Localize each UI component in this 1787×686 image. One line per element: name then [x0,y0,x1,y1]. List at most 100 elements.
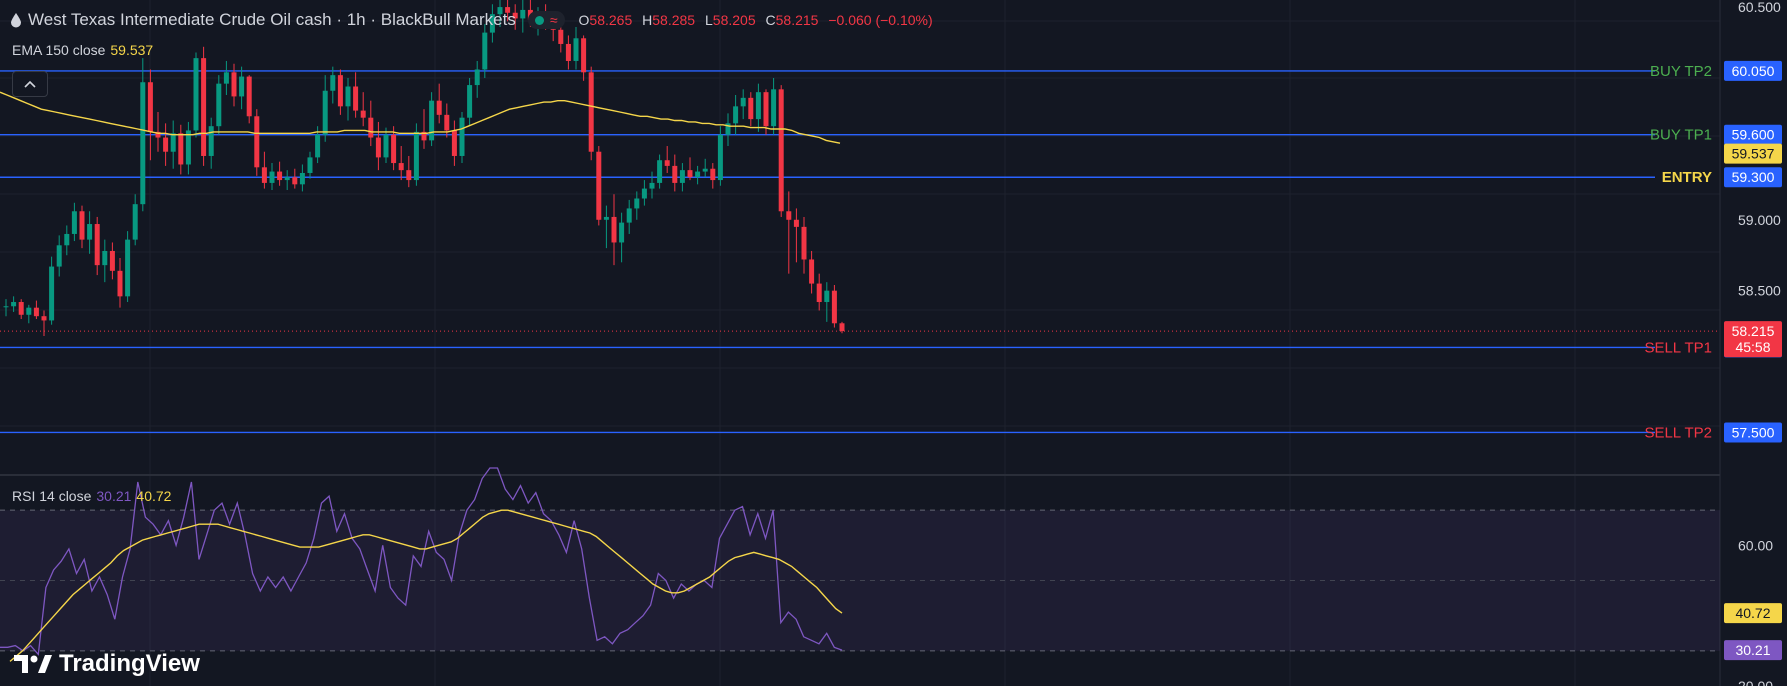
candle-body [695,171,701,178]
candle [603,205,609,249]
candle-body [641,188,647,199]
candle-body [368,117,374,138]
candle-body [679,170,685,183]
candle-body [710,168,716,181]
candle-body [322,90,328,135]
rsi-ma-badge: 40.72 [1724,603,1782,624]
ema-price-badge-bg [1724,143,1782,164]
candle-body [254,116,260,168]
candle-body [687,170,693,178]
symbol-title[interactable]: West Texas Intermediate Crude Oil cash ·… [28,10,516,29]
candle [163,123,169,166]
rsi-ma-line [9,509,843,662]
chevron-up-icon [24,80,36,88]
candle [429,92,435,147]
level-price-badge-text: 60.050 [1732,63,1775,79]
candle-body [839,323,845,332]
candle-body [330,75,336,91]
level-price-badge-bg [1724,167,1782,188]
candle-body [634,198,640,209]
candle-body [831,290,837,324]
candle [246,75,252,124]
candle [360,92,366,127]
tradingview-logo[interactable]: TradingView [14,650,200,678]
candle-body [109,250,115,271]
candle-body [436,100,442,115]
candle [421,109,427,149]
level-label: SELL TP1 [1644,339,1712,356]
candle [87,211,93,254]
candle-body [337,75,343,107]
candle-body [657,160,663,183]
candle [482,24,488,78]
candle [717,126,723,186]
candle [839,321,845,334]
candle-body [809,259,815,284]
oil-drop-icon [11,13,21,28]
candle [193,52,199,138]
candle-body [125,239,131,297]
candle-body [178,133,184,165]
candle [102,239,108,283]
price-tick-label: 60.500 [1738,0,1781,15]
candle [375,121,381,171]
candle [763,89,769,135]
candle [786,191,792,274]
candle [3,299,9,317]
rsi-legend-label: RSI 14 close [12,488,92,504]
candle-body [117,270,123,297]
candle-body [451,130,457,156]
candle [824,282,830,322]
candle-body [565,43,571,61]
candle [641,180,647,206]
candle [816,273,822,311]
level-price-badge-bg [1724,60,1782,81]
rsi-badge-bg [1724,640,1782,661]
candle [771,77,777,135]
candle-body [41,316,47,321]
candle-body [216,83,222,127]
ohlc-readout: O58.265 H58.285 L58.205 C58.215 −0.060 (… [578,12,933,28]
candle [801,216,807,274]
candle-body [79,211,85,240]
candle [254,109,260,176]
market-status-badge[interactable]: ≈ [527,11,565,29]
candle-body [801,226,807,260]
candle-body [406,170,412,181]
candle-body [375,137,381,158]
candle-body [512,12,518,19]
candle [710,163,716,189]
rsi-legend[interactable]: RSI 14 close 30.21 40.72 [12,488,171,504]
candle [11,296,17,312]
candle [307,151,313,179]
candle-body [292,177,298,185]
price-axis[interactable]: 60.500 59.000 58.500 60.00 20.00 [1738,0,1781,686]
candle [588,66,594,161]
candle [239,66,245,110]
candlestick-series[interactable] [3,0,845,337]
candle-body [581,38,587,73]
candle-body [725,123,731,135]
ema-150-line [0,91,841,144]
candle-body [3,306,9,308]
level-price-badge-bg [1724,124,1782,145]
collapse-legend-button[interactable] [12,71,48,97]
level-price-badge-text: 59.300 [1732,169,1775,185]
level-price-badge: 59.600 [1724,124,1782,145]
candle [512,4,518,30]
candle-body [733,106,739,124]
ohlc-high: 58.285 [652,12,696,28]
candle [94,216,100,276]
candle [277,161,283,186]
ema-legend[interactable]: EMA 150 close 59.537 [12,42,153,58]
candle-body [619,222,625,243]
candle-body [421,131,427,141]
candle-body [588,72,594,152]
trade-levels: BUY TP2 BUY TP1 ENTRY SELL TP1 SELL TP2 [0,63,1720,441]
ema-price-badge: 59.537 [1724,143,1782,164]
candle [611,194,617,266]
candle [79,205,85,249]
price-tick-label: 59.000 [1738,212,1781,228]
candle [505,0,511,22]
